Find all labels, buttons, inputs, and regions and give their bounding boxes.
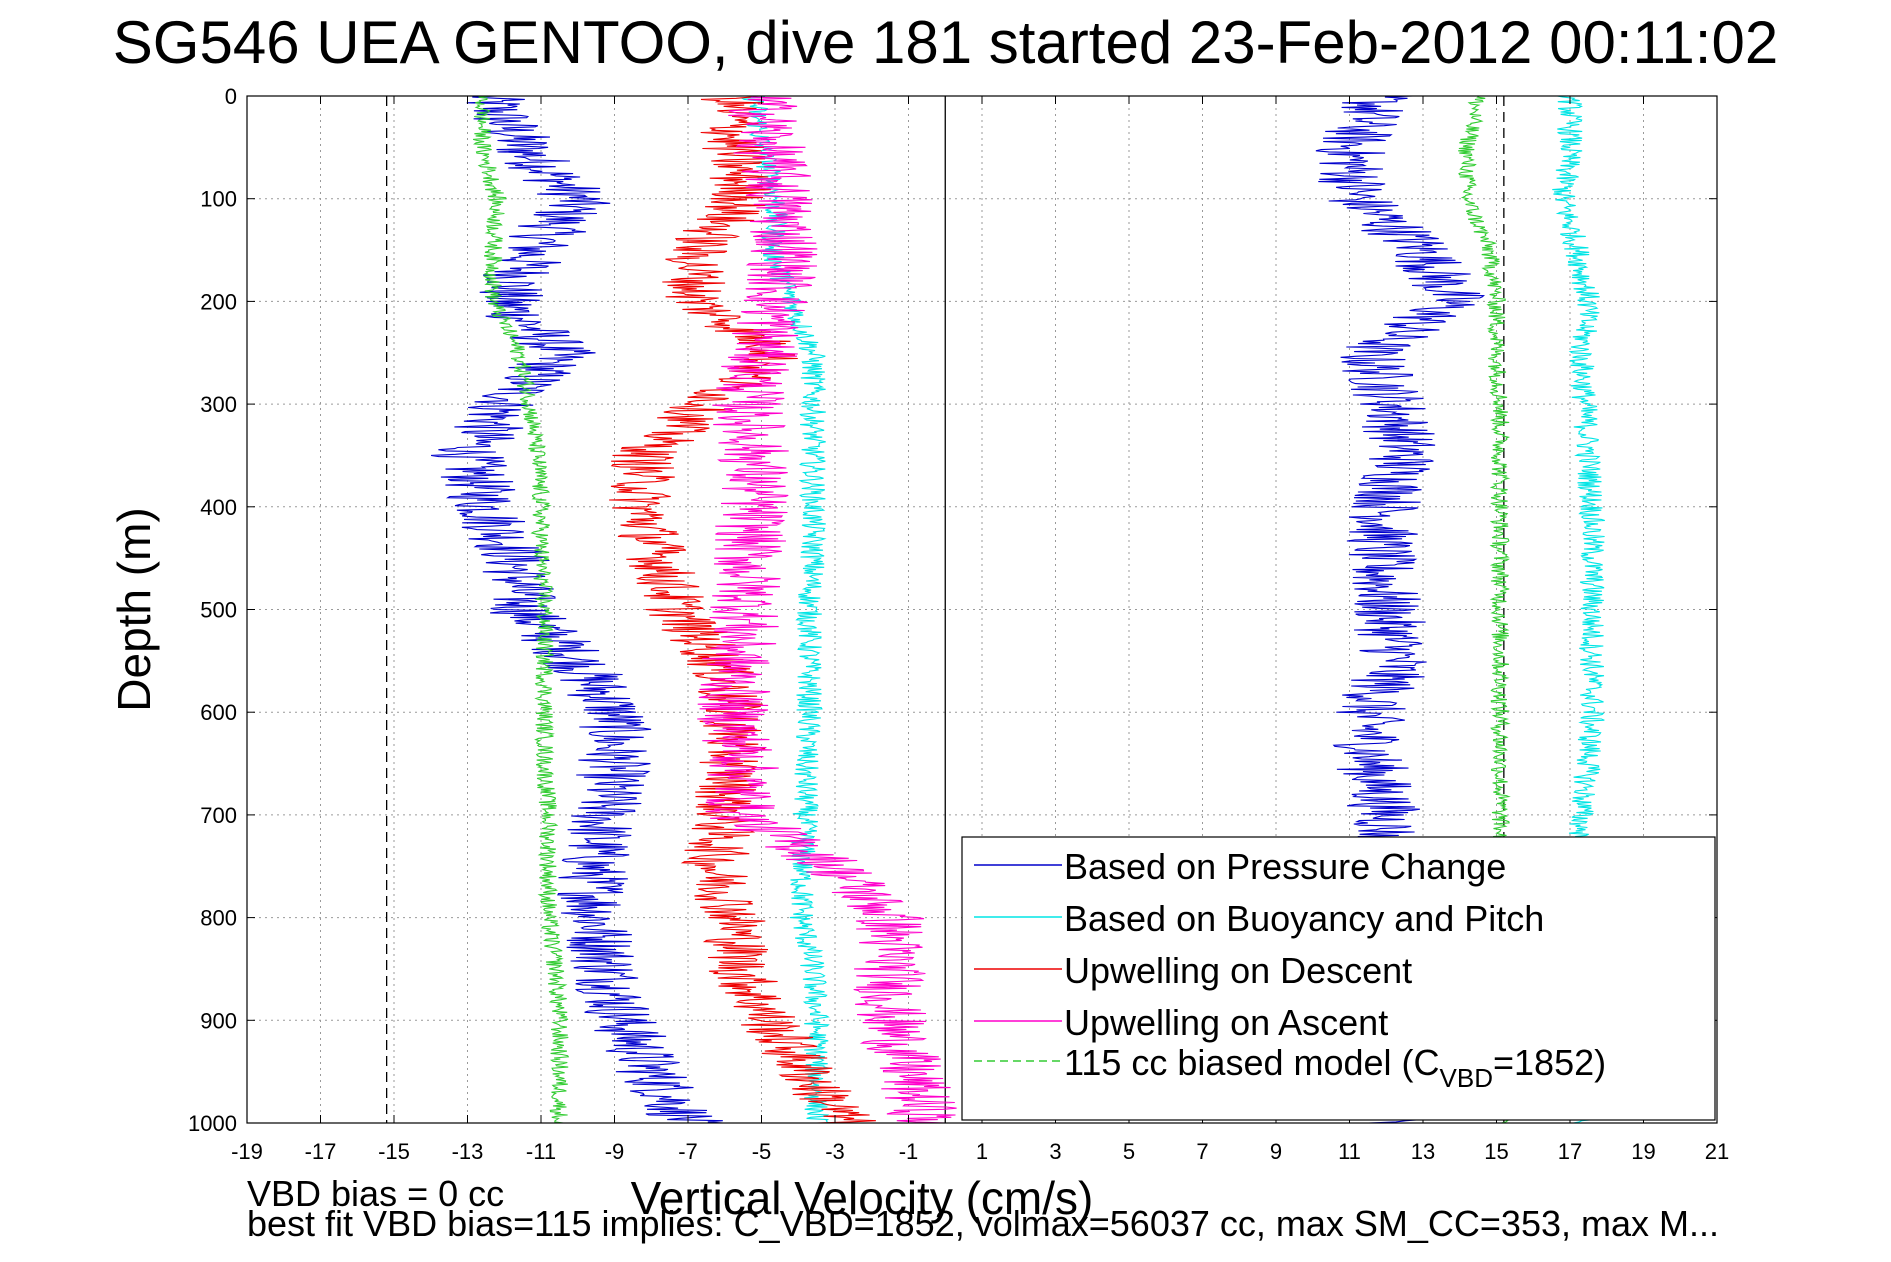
x-tick-label-14: 9: [1270, 1139, 1282, 1164]
x-tick-label-1: -17: [305, 1139, 337, 1164]
x-tick-label-19: 19: [1631, 1139, 1655, 1164]
y-axis-label: Depth (m): [108, 507, 160, 711]
y-tick-label-5: 500: [200, 598, 237, 623]
legend: Based on Pressure Change Based on Buoyanc…: [961, 836, 1716, 1121]
y-tick-label-2: 200: [200, 289, 237, 314]
x-tick-label-15: 11: [1338, 1139, 1361, 1164]
x-tick-label-3: -13: [452, 1139, 484, 1164]
legend-label-2: Upwelling on Descent: [1064, 950, 1412, 991]
y-tick-label-3: 300: [200, 392, 237, 417]
x-tick-label-20: 21: [1705, 1139, 1729, 1164]
x-tick-label-0: -19: [231, 1139, 263, 1164]
x-axis-label: Vertical Velocity (cm/s): [631, 1172, 1094, 1224]
series-line-2-descent: [609, 95, 876, 1124]
series-line-3-descent: [697, 95, 957, 1124]
x-tick-label-5: -9: [605, 1139, 625, 1164]
legend-label-3: Upwelling on Ascent: [1064, 1002, 1388, 1043]
y-tick-label-8: 800: [200, 906, 237, 931]
y-tick-label-4: 400: [200, 495, 237, 520]
x-tick-label-10: 1: [976, 1139, 988, 1164]
x-tick-label-7: -5: [752, 1139, 772, 1164]
y-tick-label-10: 1000: [188, 1111, 237, 1136]
series-line-4-descent: [472, 95, 570, 1124]
legend-label-1: Based on Buoyancy and Pitch: [1064, 898, 1544, 939]
legend-label-4: 115 cc biased model (CVBD=1852): [1064, 1042, 1606, 1093]
x-tick-label-6: -7: [678, 1139, 698, 1164]
series-line-0-descent: [431, 95, 723, 1124]
vbd-bias-note: VBD bias = 0 cc: [247, 1173, 505, 1214]
x-tick-label-8: -3: [825, 1139, 845, 1164]
y-tick-label-6: 600: [200, 700, 237, 725]
x-tick-label-17: 15: [1484, 1139, 1508, 1164]
y-tick-label-0: 0: [225, 84, 237, 109]
axis-ticks: -19 -17 -15 -13 -11 -9 -7 -5 -3 -1 1 3 5 7 9 11 13 15 17 19…: [188, 84, 1729, 1164]
x-tick-label-11: 3: [1049, 1139, 1061, 1164]
x-tick-label-2: -15: [378, 1139, 410, 1164]
x-tick-label-13: 7: [1196, 1139, 1208, 1164]
y-tick-label-1: 100: [200, 187, 237, 212]
x-tick-label-18: 17: [1558, 1139, 1582, 1164]
y-tick-label-9: 900: [200, 1008, 237, 1033]
best-fit-note: best fit VBD bias=115 implies: C_VBD=185…: [247, 1203, 1720, 1244]
x-tick-label-12: 5: [1123, 1139, 1135, 1164]
chart-title: SG546 UEA GENTOO, dive 181 started 23-Fe…: [112, 9, 1779, 76]
y-tick-label-7: 700: [200, 803, 237, 828]
legend-box: [961, 836, 1716, 1121]
x-tick-label-16: 13: [1411, 1139, 1435, 1164]
legend-label-0: Based on Pressure Change: [1064, 846, 1506, 887]
x-tick-label-9: -1: [899, 1139, 919, 1164]
x-tick-label-4: -11: [526, 1139, 556, 1164]
series-line-1-descent: [740, 95, 830, 1124]
